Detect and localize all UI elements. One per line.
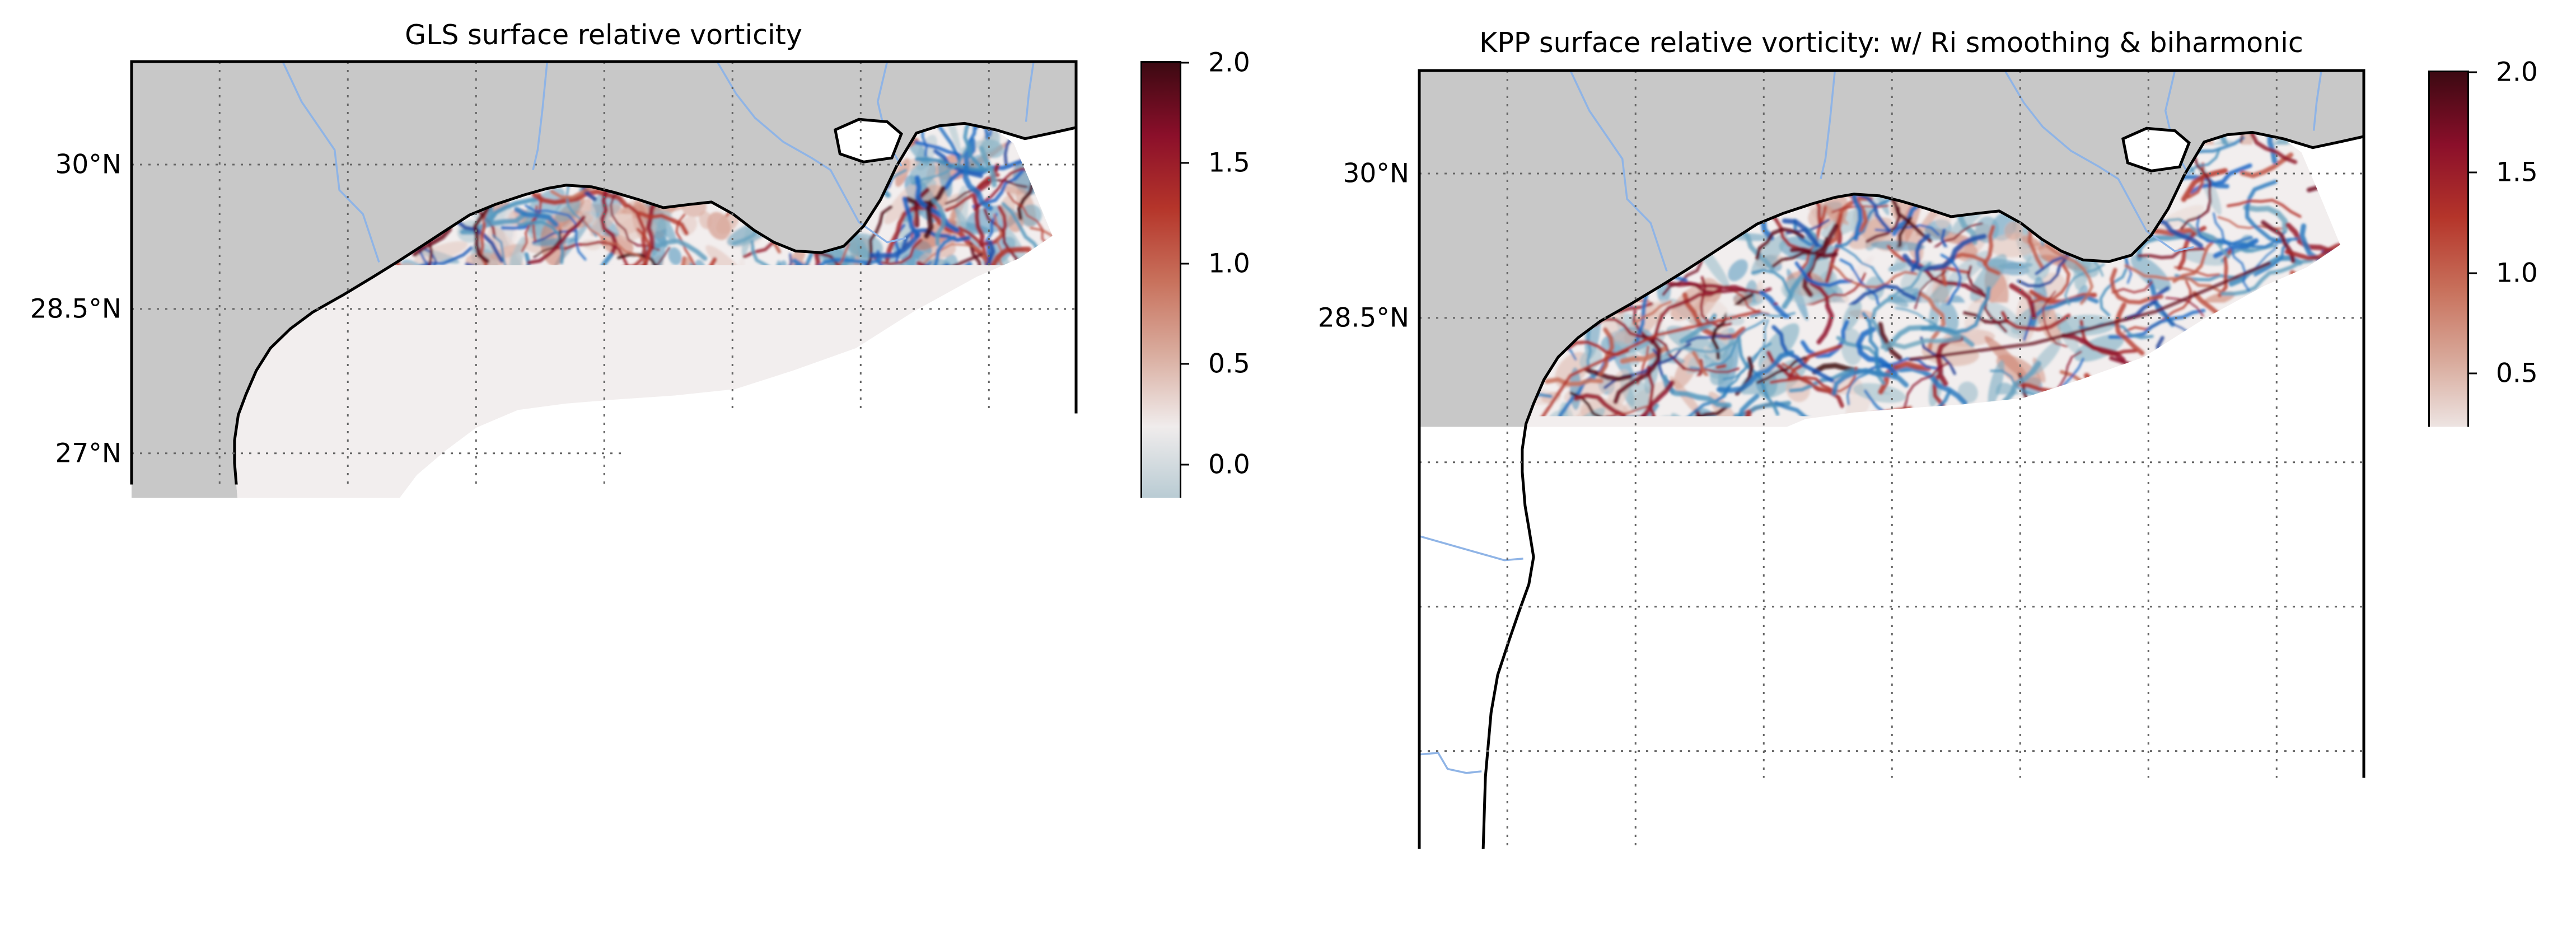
- colorbar-tick: [1180, 564, 1189, 565]
- x-tick-label: 96°W: [1599, 886, 1672, 912]
- x-tick-label: 91.5°W: [1971, 886, 2069, 912]
- colorbar-tick: [2467, 674, 2477, 676]
- colorbar-tick-label: −1.5: [2496, 762, 2560, 788]
- panel-title-gls: GLS surface relative vorticity: [405, 21, 802, 49]
- colorbar-tick-label: 2.0: [1208, 50, 1250, 76]
- colorbar-tick: [2467, 573, 2477, 575]
- x-tick-label: 93°W: [568, 877, 641, 903]
- colorbar-tick-label: 0.0: [2496, 461, 2538, 487]
- colorbar-tick: [2467, 373, 2477, 375]
- x-tick-label: 97.5°W: [171, 877, 269, 903]
- colorbar-tick: [2467, 72, 2477, 73]
- x-tick-label: 88.5°W: [940, 877, 1038, 903]
- colorbar-tick: [1180, 62, 1189, 64]
- x-tick-label: 90°W: [2112, 886, 2185, 912]
- x-tick-label: 94.5°W: [1715, 886, 1813, 912]
- x-tick-label: 90°W: [824, 877, 897, 903]
- colorbar-tick-label: 2.0: [2496, 59, 2538, 86]
- colorbar-tick: [2467, 473, 2477, 475]
- colorbar-tick: [1180, 865, 1189, 867]
- colorbar-tick-label: 1.0: [2496, 260, 2538, 286]
- lake-pontchartrain: [835, 119, 901, 162]
- y-tick-label: 28.5°N: [1318, 305, 1409, 331]
- colorbar-tick-label: −2.0: [1208, 853, 1272, 879]
- vorticity-patch: [1647, 803, 1675, 810]
- map-axes-gls: [132, 62, 1076, 864]
- colorbar-tick-label: −1.0: [2496, 662, 2560, 688]
- x-tick-label: 94.5°W: [427, 877, 525, 903]
- colorbar-tick-label: 1.0: [1208, 250, 1250, 277]
- y-tick-label: 28.5°N: [30, 296, 121, 322]
- colorbar-tick: [2467, 774, 2477, 776]
- y-tick-label: 27°N: [1343, 449, 1409, 475]
- lake-pontchartrain: [2123, 128, 2189, 171]
- colorbar-tick-label: 1.5: [2496, 160, 2538, 186]
- colorbar-tick-label: −1.5: [1208, 752, 1272, 779]
- y-tick-label: 30°N: [55, 151, 121, 177]
- colorbar-tick: [2467, 272, 2477, 274]
- x-tick-label: 91.5°W: [684, 877, 782, 903]
- y-tick-label: 30°N: [1343, 160, 1409, 186]
- colorbar-tick: [1180, 464, 1189, 465]
- map-canvas: [1419, 71, 2364, 873]
- colorbar-tick: [2467, 875, 2477, 877]
- colorbar-tick-label: 1.5: [1208, 150, 1250, 176]
- x-tick-label: 96°W: [311, 877, 384, 903]
- x-tick-label: 97.5°W: [1458, 886, 1556, 912]
- colorbar-tick-label: −1.0: [1208, 652, 1272, 678]
- y-tick-label: 24°N: [1343, 738, 1409, 764]
- x-tick-label: 93°W: [1855, 886, 1928, 912]
- colorbar-tick-label: −2.0: [2496, 863, 2560, 889]
- colorbar-gradient: [2430, 72, 2467, 872]
- colorbar-tick: [1180, 664, 1189, 666]
- panel-title-kpp: KPP surface relative vorticity: w/ Ri sm…: [1479, 29, 2303, 57]
- colorbar-tick: [2467, 172, 2477, 174]
- colorbar-tick: [1180, 363, 1189, 365]
- y-tick-label: 25.5°N: [1318, 593, 1409, 620]
- y-tick-label: 25.5°N: [30, 584, 121, 611]
- colorbar-tick: [1180, 765, 1189, 766]
- y-tick-label: 24°N: [55, 729, 121, 755]
- colorbar-tick-label: 0.0: [1208, 451, 1250, 478]
- colorbar-tick-label: −0.5: [2496, 561, 2560, 587]
- colorbar-kpp: 2.0 1.5 1.0 0.5 0.0 −0.5 −1.0 −1.5 −2.0: [2428, 71, 2469, 874]
- colorbar-gls: 2.0 1.5 1.0 0.5 0.0 −0.5 −1.0 −1.5 −2.0: [1140, 61, 1181, 864]
- x-tick-label: 88.5°W: [2228, 886, 2326, 912]
- map-axes-kpp: [1419, 71, 2364, 873]
- colorbar-tick: [1180, 263, 1189, 264]
- colorbar-tick-label: −0.5: [1208, 551, 1272, 578]
- colorbar-tick-label: 0.5: [1208, 351, 1250, 377]
- map-canvas: [132, 62, 1076, 864]
- colorbar-gradient: [1142, 63, 1180, 863]
- y-tick-label: 27°N: [55, 440, 121, 466]
- colorbar-tick: [1180, 162, 1189, 164]
- colorbar-tick-label: 0.5: [2496, 361, 2538, 387]
